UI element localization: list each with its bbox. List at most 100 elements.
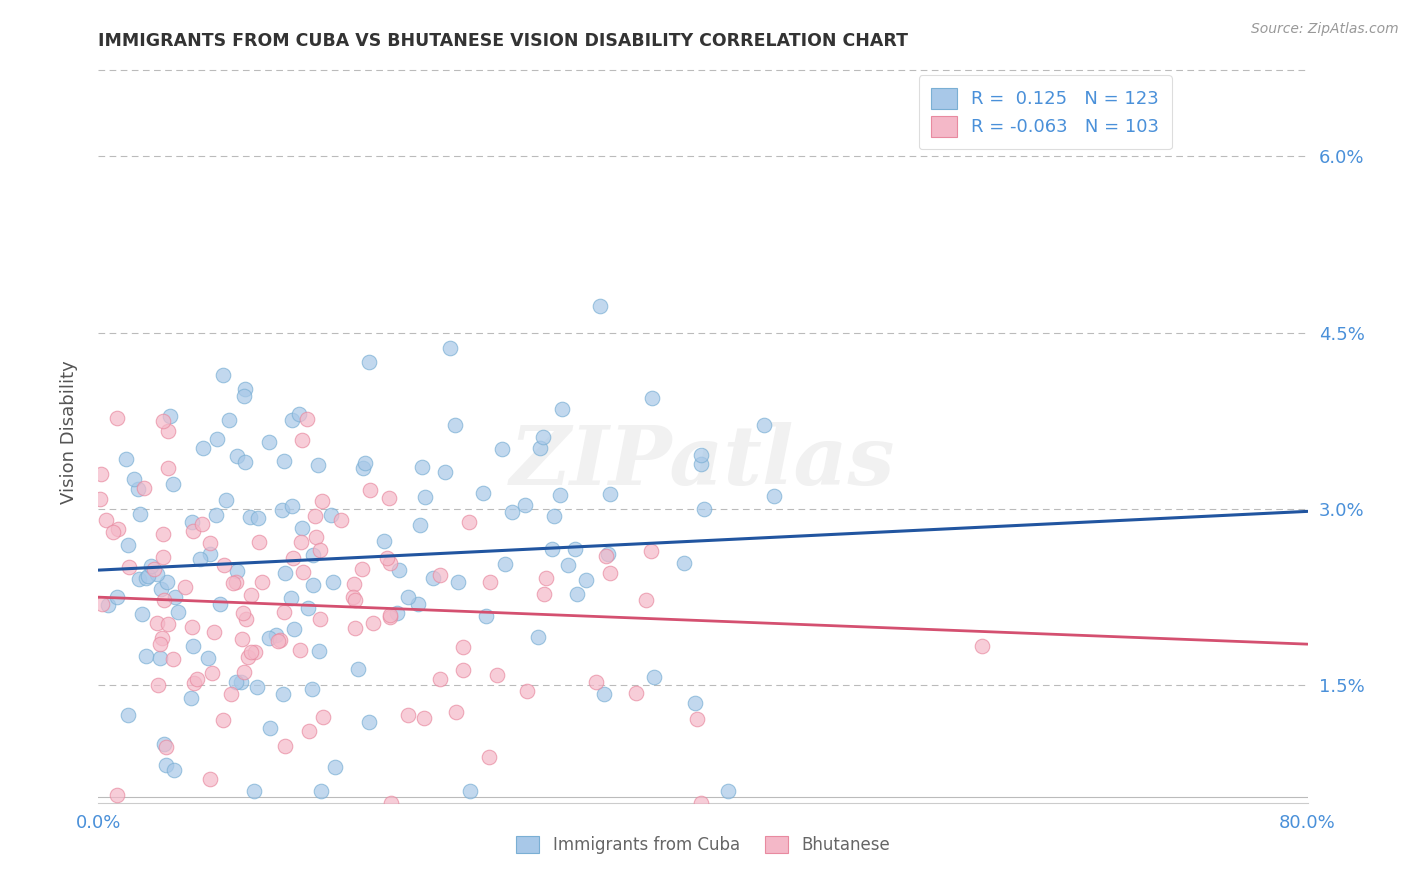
Point (308, 644, 330, 658)
Point (233, 389, 256, 403)
Point (273, 739, 295, 753)
Point (145, 615, 167, 630)
Point (152, 549, 174, 564)
Point (162, 477, 184, 491)
Point (458, 515, 481, 529)
Point (531, 429, 554, 443)
Point (264, 628, 287, 642)
Point (232, 607, 254, 621)
Point (202, 625, 225, 640)
Point (149, 650, 172, 665)
Point (212, 368, 235, 383)
Point (181, 524, 204, 539)
Point (131, 607, 153, 621)
Point (129, 508, 152, 522)
Point (222, 576, 245, 591)
Point (181, 620, 204, 634)
Point (557, 558, 579, 572)
Point (156, 575, 179, 590)
Point (211, 713, 233, 727)
Point (225, 574, 247, 589)
Point (640, 391, 662, 405)
Point (626, 686, 648, 700)
Point (225, 564, 247, 578)
Point (551, 402, 574, 417)
Point (689, 796, 711, 810)
Point (152, 593, 174, 607)
Point (239, 509, 262, 524)
Point (599, 566, 621, 581)
Point (406, 597, 429, 611)
Point (593, 687, 616, 701)
Point (94, 513, 117, 527)
Point (218, 413, 240, 427)
Point (290, 535, 312, 549)
Point (105, 590, 128, 604)
Point (239, 645, 262, 659)
Text: Source: ZipAtlas.com: Source: ZipAtlas.com (1251, 22, 1399, 37)
Point (273, 605, 295, 619)
Point (243, 784, 266, 798)
Point (717, 784, 740, 798)
Point (378, 607, 401, 622)
Point (280, 591, 302, 606)
Point (486, 667, 509, 681)
Point (444, 417, 467, 432)
Point (186, 672, 208, 686)
Point (136, 569, 159, 583)
Point (302, 548, 325, 562)
Point (225, 675, 247, 690)
Text: IMMIGRANTS FROM CUBA VS BHUTANESE VISION DISABILITY CORRELATION CHART: IMMIGRANTS FROM CUBA VS BHUTANESE VISION… (98, 32, 908, 50)
Point (117, 538, 139, 552)
Point (197, 650, 219, 665)
Point (226, 449, 249, 463)
Point (298, 724, 321, 739)
Point (273, 454, 295, 468)
Point (309, 543, 332, 558)
Point (433, 465, 456, 479)
Point (152, 631, 174, 645)
Point (135, 649, 157, 664)
Point (271, 686, 294, 700)
Point (491, 442, 513, 457)
Point (574, 573, 596, 587)
Point (534, 571, 557, 585)
Point (343, 593, 366, 607)
Point (413, 490, 436, 504)
Point (689, 457, 711, 471)
Point (156, 424, 179, 438)
Point (118, 559, 141, 574)
Point (105, 788, 128, 802)
Point (157, 461, 180, 475)
Point (212, 558, 235, 572)
Point (122, 472, 145, 486)
Point (323, 760, 346, 774)
Point (191, 441, 214, 455)
Point (533, 587, 555, 601)
Point (451, 663, 474, 677)
Point (312, 709, 335, 723)
Point (396, 707, 419, 722)
Point (307, 458, 329, 473)
Point (585, 675, 607, 690)
Point (247, 511, 270, 525)
Point (347, 662, 370, 676)
Point (540, 541, 562, 556)
Point (267, 634, 290, 648)
Point (478, 750, 501, 764)
Point (446, 705, 468, 719)
Point (281, 413, 304, 427)
Point (208, 597, 231, 611)
Point (305, 530, 328, 544)
Point (233, 455, 256, 469)
Point (153, 737, 176, 751)
Point (412, 711, 434, 725)
Point (304, 508, 326, 523)
Point (322, 575, 344, 590)
Point (330, 513, 353, 527)
Point (565, 587, 588, 601)
Point (180, 690, 202, 705)
Point (233, 382, 256, 396)
Point (166, 605, 188, 619)
Point (215, 492, 238, 507)
